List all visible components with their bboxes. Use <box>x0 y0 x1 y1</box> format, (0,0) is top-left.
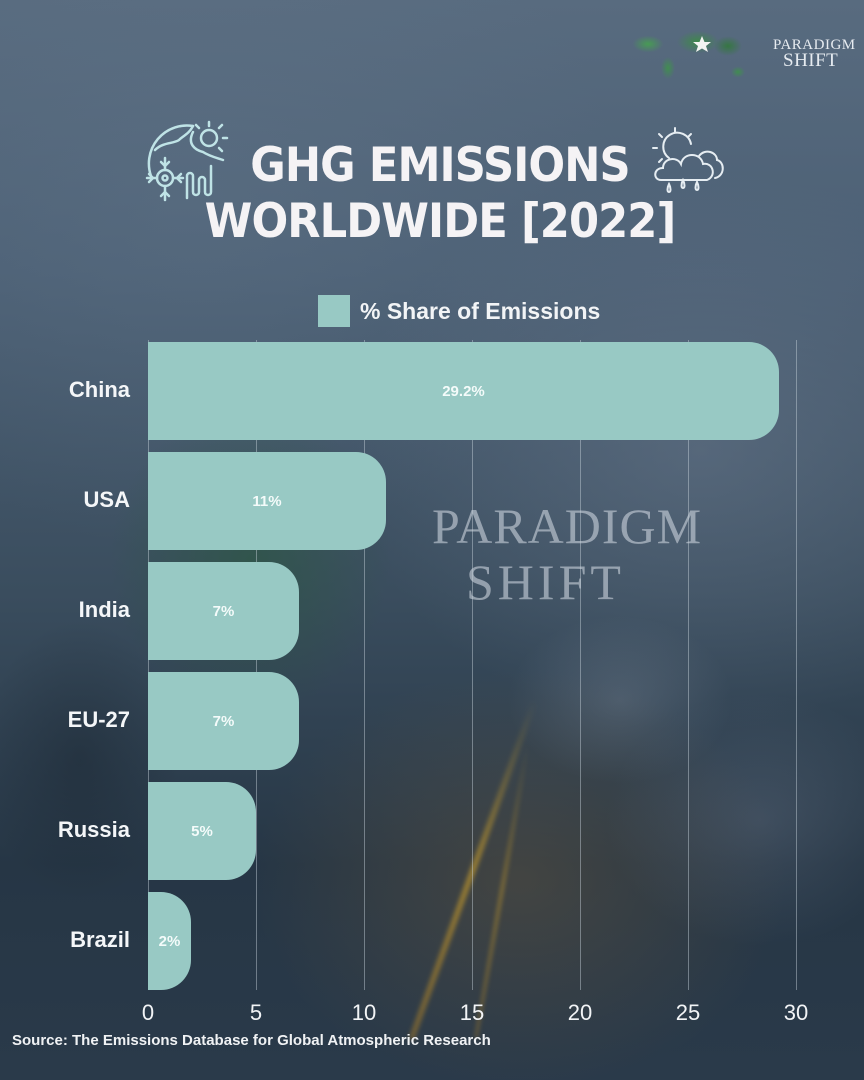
title-line1: GHG EMISSIONS <box>250 138 630 193</box>
bar-brazil[interactable]: 2% <box>148 892 191 990</box>
chart-legend: % Share of Emissions <box>318 295 600 327</box>
gridline-5 <box>256 340 257 990</box>
bar-usa[interactable]: 11% <box>148 452 386 550</box>
logo-text: Paradigm Shift <box>773 37 856 71</box>
source-note: Source: The Emissions Database for Globa… <box>12 1032 491 1049</box>
x-tick: 0 <box>141 1000 155 1025</box>
bar-value: 7% <box>212 602 235 620</box>
climate-globe-icon <box>145 120 229 202</box>
bar-india[interactable]: 7% <box>148 562 299 660</box>
category-label: India <box>78 597 130 622</box>
x-tick: 5 <box>249 1000 263 1025</box>
bar-eu27[interactable]: 7% <box>148 672 299 770</box>
gridline-10 <box>364 340 365 990</box>
legend-swatch <box>318 295 350 327</box>
bar-value: 11% <box>252 492 282 510</box>
sun-cloud-rain-icon <box>652 127 724 194</box>
gridline-25 <box>688 340 689 990</box>
gridline-20 <box>580 340 581 990</box>
gridline-30 <box>796 340 797 990</box>
bar-value: 5% <box>191 822 213 840</box>
category-label: Russia <box>57 817 130 842</box>
title-line2: WORLDWIDE [2022] <box>204 194 677 249</box>
watermark: PARADIGM SHIFT <box>432 498 812 610</box>
bar-russia[interactable]: 5% <box>148 782 256 880</box>
bar-china[interactable]: 29.2% <box>148 342 779 440</box>
x-tick: 10 <box>351 1000 377 1025</box>
legend-label: % Share of Emissions <box>360 297 601 324</box>
category-label: Brazil <box>70 927 130 952</box>
category-label: EU-27 <box>67 707 130 732</box>
watermark-line1: PARADIGM <box>432 498 703 554</box>
bar-value: 29.2% <box>442 382 485 400</box>
watermark-line2: SHIFT <box>466 554 625 610</box>
crescent-star-icon <box>675 24 718 75</box>
x-axis: 0 5 10 15 20 25 30 <box>142 1000 809 1030</box>
chart-title: GHG EMISSIONS WORLDWIDE [2022] <box>192 138 689 250</box>
logo-line2: Shift <box>783 50 839 71</box>
x-tick: 20 <box>567 1000 593 1025</box>
bar-chart-plot: 29.2% 11% 7% 7% 5% 2% <box>148 340 797 990</box>
gridline-0 <box>148 340 149 990</box>
logo-line1: Paradigm <box>773 37 856 53</box>
x-tick: 15 <box>459 1000 485 1025</box>
bar-value: 7% <box>212 712 235 730</box>
category-label: USA <box>83 487 130 512</box>
gridline-15 <box>472 340 473 990</box>
brand-logo: Paradigm Shift <box>628 22 855 84</box>
bar-value: 2% <box>158 932 181 950</box>
x-tick: 25 <box>675 1000 701 1025</box>
category-label: China <box>68 377 130 402</box>
world-map-icon <box>628 28 758 80</box>
x-tick: 30 <box>783 1000 809 1025</box>
